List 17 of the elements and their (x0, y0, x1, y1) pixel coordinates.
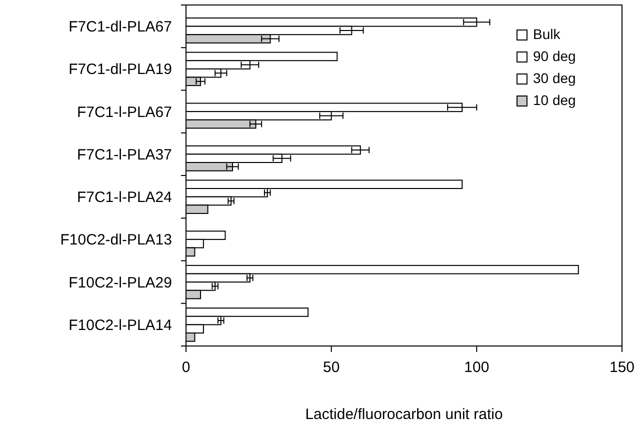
x-tick-label: 0 (182, 359, 190, 376)
legend-label: 90 deg (533, 48, 576, 64)
y-tick-label: F7C1-l-PLA24 (76, 189, 172, 206)
legend-label: 30 deg (533, 70, 576, 86)
y-tick-label: F10C2-l-PLA29 (68, 274, 172, 292)
x-tick-label: 100 (464, 359, 490, 376)
y-tick-label: F7C1-l-PLA37 (76, 146, 172, 164)
y-tick-label: F10C2-dl-PLA13 (60, 232, 172, 249)
x-axis-title: Lactide/fluorocarbon unit ratio (305, 406, 503, 423)
y-tick-label: F10C2-l-PLA14 (68, 316, 172, 334)
legend-label: Bulk (533, 26, 562, 42)
x-tick-label: 50 (322, 359, 340, 376)
legend-label: 10 deg (533, 92, 576, 108)
y-tick-label: F7C1-l-PLA67 (76, 104, 172, 121)
y-tick-label: F7C1-dl-PLA67 (68, 18, 172, 36)
y-tick-label: F7C1-dl-PLA19 (68, 61, 172, 78)
x-tick-label: 150 (609, 359, 635, 376)
